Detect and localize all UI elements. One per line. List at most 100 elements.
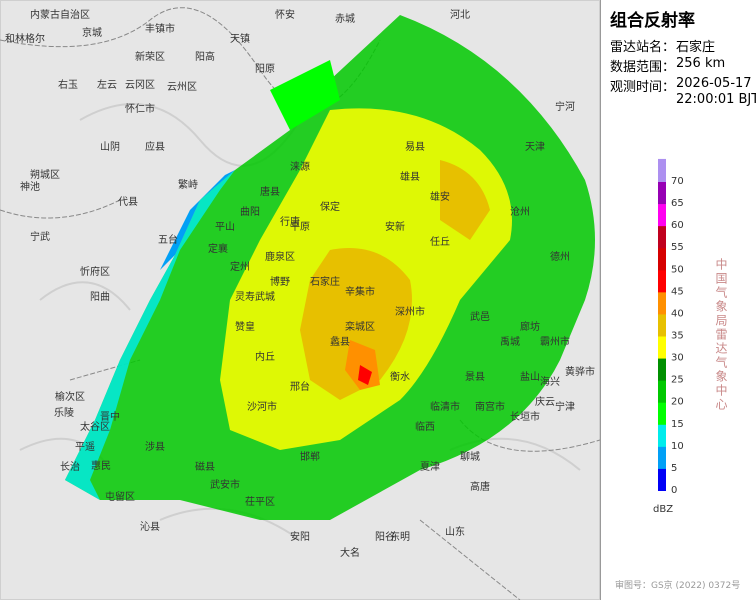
place-label: 新荣区 bbox=[135, 50, 165, 63]
place-label: 河北 bbox=[450, 9, 470, 21]
place-label: 霸州市 bbox=[540, 335, 570, 348]
place-label: 磁县 bbox=[195, 460, 215, 473]
legend-label: 45 bbox=[671, 286, 684, 297]
place-label: 五台 bbox=[158, 233, 178, 246]
place-label: 禹城 bbox=[500, 335, 520, 348]
legend-label: 35 bbox=[671, 331, 684, 342]
panel-title: 组合反射率 bbox=[610, 11, 695, 31]
place-label: 东明 bbox=[390, 530, 410, 543]
place-label: 平山 bbox=[215, 221, 235, 233]
place-label: 雄县 bbox=[400, 170, 420, 183]
legend-swatch bbox=[658, 467, 666, 491]
place-label: 临西 bbox=[415, 420, 435, 433]
legend-label: 5 bbox=[671, 463, 677, 474]
place-label: 衡水 bbox=[390, 371, 410, 383]
place-label: 云冈区 bbox=[125, 79, 155, 91]
legend-swatch bbox=[658, 313, 666, 337]
place-label: 朔城区 bbox=[30, 168, 60, 181]
place-label: 聊城 bbox=[460, 450, 480, 463]
legend-swatch bbox=[658, 158, 666, 182]
place-label: 行唐 bbox=[280, 215, 300, 228]
place-label: 宁津 bbox=[555, 400, 575, 413]
approval-number: 审图号：GS京 (2022) 0372号 bbox=[615, 581, 741, 591]
place-label: 武邑 bbox=[470, 310, 490, 323]
place-label: 长垣市 bbox=[510, 410, 540, 423]
place-label: 右玉 bbox=[58, 78, 78, 91]
legend-label: 60 bbox=[671, 220, 684, 231]
organization: 中国气象局雷达气象中心 bbox=[714, 258, 728, 412]
place-label: 平原 bbox=[290, 221, 310, 233]
place-label: 沙河市 bbox=[247, 400, 277, 413]
place-label: 盐山 bbox=[520, 370, 540, 383]
place-label: 山东 bbox=[445, 525, 465, 538]
place-label: 茌平区 bbox=[245, 496, 275, 508]
place-label: 深州市 bbox=[395, 305, 425, 318]
place-label: 灵寿 bbox=[235, 290, 255, 303]
place-label: 宁武 bbox=[30, 230, 50, 243]
place-label: 赤城 bbox=[335, 13, 355, 25]
legend-swatch bbox=[658, 379, 666, 403]
place-label: 应县 bbox=[145, 140, 165, 153]
legend-label: 50 bbox=[671, 264, 684, 275]
field-label: 雷达站名： bbox=[610, 40, 676, 55]
place-label: 屯留区 bbox=[105, 490, 135, 503]
place-label: 鹿泉区 bbox=[265, 250, 295, 263]
place-label: 沁县 bbox=[140, 521, 160, 533]
legend-label: 25 bbox=[671, 375, 684, 386]
place-label: 京城 bbox=[82, 26, 102, 39]
legend-swatch bbox=[658, 247, 666, 271]
legend-label: 15 bbox=[671, 419, 684, 430]
place-label: 长治 bbox=[60, 460, 80, 473]
place-label: 阳曲 bbox=[90, 291, 110, 303]
place-label: 山阴 bbox=[100, 141, 120, 153]
legend-unit: dBZ bbox=[653, 504, 673, 515]
place-label: 景县 bbox=[465, 371, 485, 383]
place-label: 太谷区 bbox=[80, 420, 110, 433]
legend-label: 40 bbox=[671, 308, 684, 319]
place-label: 定州 bbox=[230, 260, 250, 273]
place-label: 天津 bbox=[525, 141, 545, 153]
place-label: 惠民 bbox=[91, 459, 111, 472]
place-label: 蠡县 bbox=[330, 335, 350, 348]
place-label: 雄安 bbox=[430, 190, 450, 203]
place-label: 定襄 bbox=[208, 242, 228, 255]
place-label: 涉县 bbox=[145, 440, 165, 453]
place-label: 忻府区 bbox=[80, 265, 110, 278]
place-label: 宁河 bbox=[555, 100, 575, 113]
legend-swatch bbox=[658, 335, 666, 359]
place-label: 内蒙古自治区 bbox=[30, 8, 90, 21]
place-label: 任丘 bbox=[430, 235, 450, 248]
place-label: 武城 bbox=[255, 290, 275, 303]
place-label: 沧州 bbox=[510, 205, 530, 218]
legend-label: 55 bbox=[671, 242, 684, 253]
place-label: 南宫市 bbox=[475, 400, 505, 413]
place-label: 黄骅市 bbox=[565, 365, 595, 378]
place-label: 邯郸 bbox=[300, 450, 320, 463]
field-value: 256 km bbox=[676, 56, 726, 71]
legend-label: 20 bbox=[671, 397, 684, 408]
place-label: 左云 bbox=[97, 78, 117, 91]
place-label: 涞源 bbox=[290, 160, 310, 173]
place-label: 天镇 bbox=[230, 32, 250, 45]
place-label: 阳原 bbox=[255, 63, 275, 75]
place-label: 德州 bbox=[550, 250, 570, 263]
place-label: 代县 bbox=[118, 196, 138, 208]
legend-swatch bbox=[658, 401, 666, 425]
place-label: 夏津 bbox=[420, 461, 440, 473]
place-label: 丰镇市 bbox=[145, 22, 175, 35]
place-label: 辛集市 bbox=[345, 285, 375, 298]
legend-label: 0 bbox=[671, 485, 677, 496]
place-label: 榆次区 bbox=[55, 390, 85, 403]
legend-swatch bbox=[658, 181, 666, 205]
place-label: 内丘 bbox=[255, 350, 275, 363]
place-label: 石家庄 bbox=[310, 275, 340, 288]
place-label: 晋中 bbox=[100, 410, 120, 423]
place-label: 繁峙 bbox=[178, 178, 198, 191]
place-label: 高唐 bbox=[470, 480, 490, 493]
legend-swatch bbox=[658, 357, 666, 381]
place-label: 易县 bbox=[405, 141, 425, 153]
legend-swatch bbox=[658, 291, 666, 315]
place-label: 神池 bbox=[20, 180, 40, 193]
place-label: 临清市 bbox=[430, 400, 460, 413]
